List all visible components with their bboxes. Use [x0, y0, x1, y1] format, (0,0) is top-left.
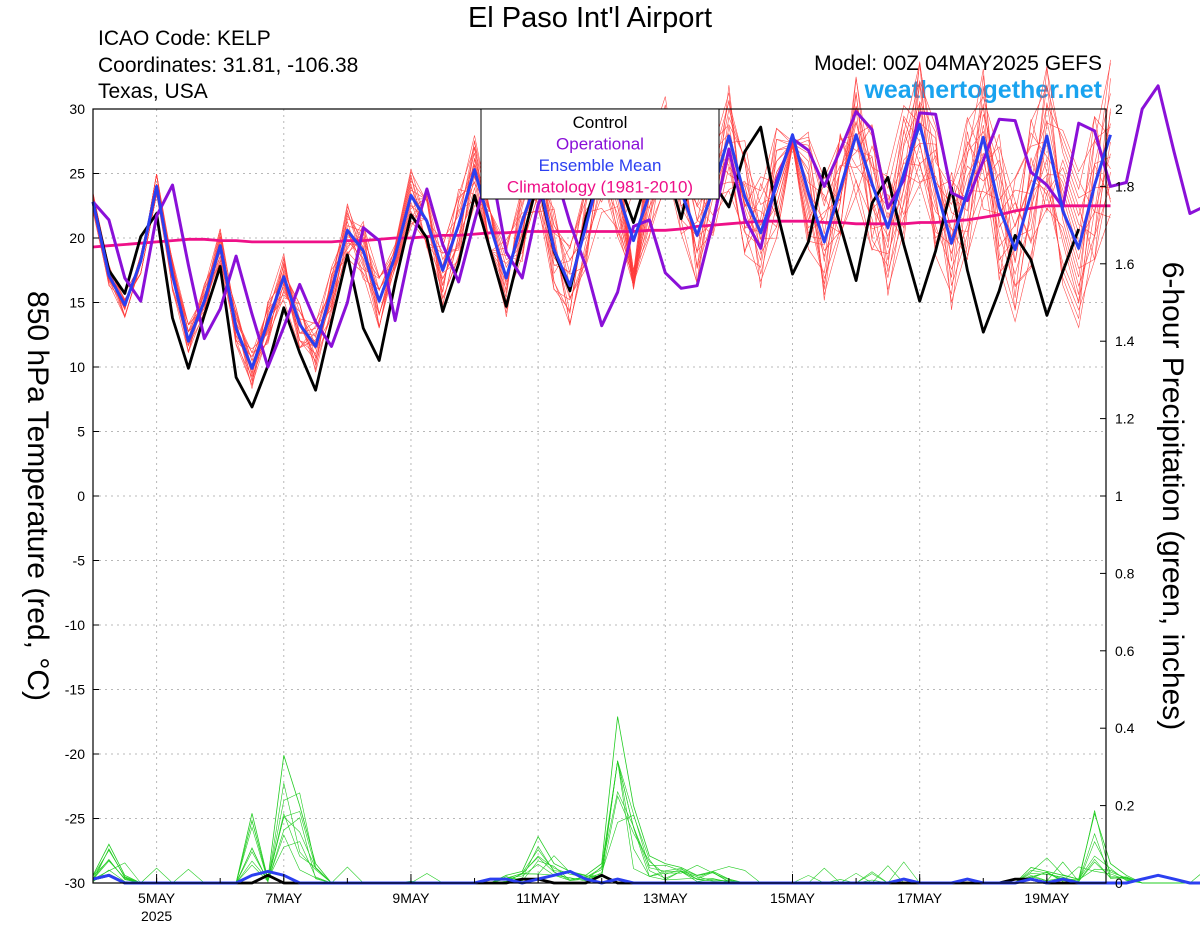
left-tick-label: 0: [77, 488, 85, 504]
right-tick-label: 1: [1115, 488, 1123, 504]
left-tick-label: 25: [69, 166, 85, 182]
left-tick-label: -25: [65, 811, 85, 827]
legend-box: [480, 108, 720, 200]
right-axis-label: 6-hour Precipitation (green, inches): [1156, 262, 1189, 731]
icao-code: ICAO Code: KELP: [98, 27, 271, 50]
x-tick-label: 7MAY: [265, 890, 303, 906]
series-lines: [91, 84, 1200, 885]
right-tick-label: 1.2: [1115, 411, 1135, 427]
right-tick-label: 0: [1115, 875, 1123, 891]
axis-ticks: 302520151050-5-10-15-20-25-3021.81.61.41…: [65, 101, 1135, 924]
x-tick-label: 17MAY: [897, 890, 943, 906]
legend-entry: Ensemble Mean: [539, 156, 662, 175]
climatology-line: [92, 204, 1111, 249]
precip-member-line: [92, 760, 1200, 884]
x-tick-label: 11MAY: [516, 890, 560, 906]
operational-line: [91, 84, 1200, 369]
region: Texas, USA: [98, 80, 208, 103]
right-tick-label: 1.4: [1115, 333, 1135, 349]
left-tick-label: -15: [65, 682, 85, 698]
left-axis-label: 850 hPa Temperature (red, °C): [21, 291, 54, 701]
coordinates: Coordinates: 31.81, -106.38: [98, 54, 359, 77]
legend-entry: Operational: [556, 135, 644, 154]
precip-member-line: [92, 814, 1200, 884]
legend: Control Operational Ensemble Mean Climatolo…: [480, 108, 720, 200]
left-tick-label: -30: [65, 875, 85, 891]
legend-entry: Control: [573, 113, 628, 132]
right-tick-label: 0.8: [1115, 565, 1135, 581]
legend-entry: Climatology (1981-2010): [507, 178, 693, 197]
grid-lines: [93, 109, 1106, 883]
left-tick-label: 30: [69, 101, 85, 117]
chart-title: El Paso Int'l Airport: [467, 2, 713, 34]
left-tick-label: 20: [69, 230, 85, 246]
right-tick-label: 0.6: [1115, 643, 1135, 659]
control-line: [91, 125, 1081, 409]
right-tick-label: 1.8: [1115, 178, 1135, 194]
precip-member-line: [92, 760, 1200, 884]
left-tick-label: 15: [69, 295, 85, 311]
precip-member-line: [92, 761, 1200, 884]
right-tick-label: 0.2: [1115, 798, 1135, 814]
right-tick-label: 2: [1115, 101, 1123, 117]
left-tick-label: 10: [69, 359, 85, 375]
precip-member-line-max: [92, 716, 1200, 884]
right-tick-label: 0.4: [1115, 720, 1135, 736]
x-tick-label: 13MAY: [643, 890, 689, 906]
x-tick-label: 19MAY: [1024, 890, 1070, 906]
x-tick-year: 2025: [141, 908, 172, 924]
precip-member-line: [92, 761, 1200, 884]
x-tick-label: 9MAY: [392, 890, 430, 906]
precip-member-line: [92, 795, 1200, 884]
model-run: Model: 00Z 04MAY2025 GEFS: [814, 52, 1102, 75]
left-tick-label: -20: [65, 746, 85, 762]
x-tick-label: 5MAY: [138, 890, 176, 906]
left-tick-label: 5: [77, 424, 85, 440]
right-tick-label: 1.6: [1115, 256, 1135, 272]
x-tick-label: 15MAY: [770, 890, 816, 906]
left-tick-label: -5: [73, 553, 86, 569]
left-tick-label: -10: [65, 617, 85, 633]
